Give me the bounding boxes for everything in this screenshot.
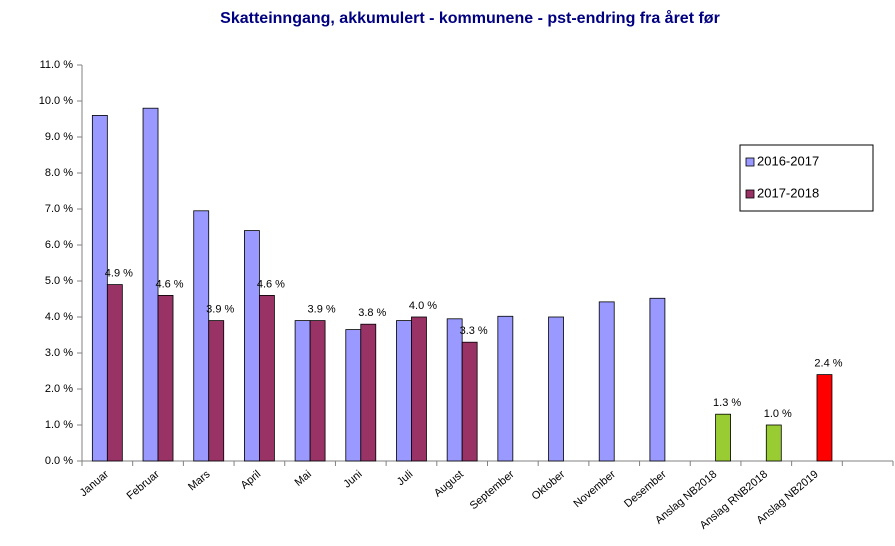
data-label: 4.6 % — [257, 278, 285, 290]
data-label: 1.3 % — [713, 397, 741, 409]
bar — [309, 320, 326, 462]
bar — [91, 115, 108, 462]
data-label: 4.6 % — [155, 278, 183, 290]
data-label: 3.9 % — [308, 304, 336, 316]
data-label: 3.8 % — [358, 307, 386, 319]
data-label: 4.9 % — [105, 268, 133, 280]
y-tick-label: 2.0 % — [45, 383, 73, 395]
legend-box — [739, 144, 874, 212]
bar — [259, 294, 275, 462]
bar — [411, 316, 427, 462]
chart-title: Skatteinngang, akkumulert - kommunene - … — [220, 9, 720, 27]
legend-label: 2017-2018 — [757, 185, 819, 200]
bar — [598, 301, 615, 462]
y-tick-label: 10.0 % — [39, 95, 73, 107]
bar — [548, 316, 564, 462]
bar — [461, 341, 478, 462]
bar — [649, 297, 666, 462]
y-tick-label: 6.0 % — [45, 239, 73, 251]
bar — [244, 230, 260, 462]
data-label: 2.4 % — [814, 358, 842, 370]
legend-label: 2016-2017 — [757, 153, 819, 168]
y-tick-label: 4.0 % — [45, 311, 73, 323]
data-label: 4.0 % — [409, 300, 437, 312]
bar — [157, 294, 174, 462]
bar — [208, 320, 225, 462]
bar — [360, 323, 377, 462]
bar — [142, 107, 159, 462]
y-tick-label: 9.0 % — [45, 131, 73, 143]
y-tick-label: 11.0 % — [40, 59, 74, 71]
legend-swatch — [745, 189, 755, 199]
y-tick-label: 3.0 % — [45, 347, 73, 359]
bar — [765, 424, 782, 462]
legend-swatch — [745, 157, 755, 167]
data-label: 3.9 % — [206, 304, 234, 316]
bar — [446, 318, 463, 462]
bar — [715, 413, 731, 462]
bar — [497, 315, 514, 462]
y-tick-label: 7.0 % — [45, 203, 73, 215]
bar — [294, 320, 311, 462]
bar — [106, 284, 123, 462]
bar — [396, 320, 412, 462]
bar — [816, 374, 833, 462]
data-label: 1.0 % — [764, 408, 792, 420]
bar — [193, 210, 210, 462]
data-label: 3.3 % — [460, 325, 488, 337]
y-tick-label: 5.0 % — [45, 275, 73, 287]
y-tick-label: 0.0 % — [45, 455, 73, 467]
y-tick-label: 1.0 % — [45, 419, 73, 431]
y-tick-label: 8.0 % — [45, 167, 73, 179]
bar — [345, 329, 362, 462]
